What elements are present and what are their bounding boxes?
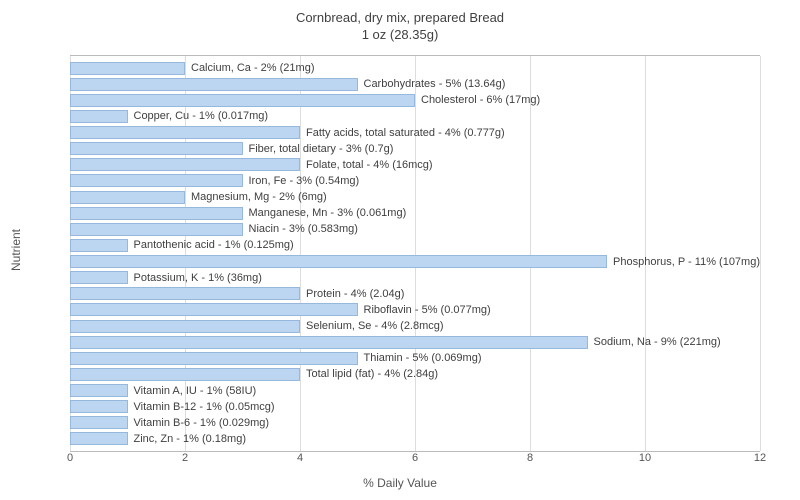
bar — [70, 255, 607, 268]
x-tick-label: 10 — [639, 452, 651, 464]
x-tick-label: 8 — [527, 452, 533, 464]
bar — [70, 336, 588, 349]
bar — [70, 62, 185, 75]
bar-label: Protein - 4% (2.04g) — [306, 288, 404, 300]
bar-label: Phosphorus, P - 11% (107mg) — [613, 256, 760, 268]
plot-area: Calcium, Ca - 2% (21mg) Carbohydrates - 5… — [70, 55, 760, 452]
bar-row: Niacin - 3% (0.583mg) — [70, 222, 760, 236]
gridline — [760, 56, 761, 451]
bar-row: Folate, total - 4% (16mcg) — [70, 158, 760, 172]
x-tick-label: 0 — [67, 452, 73, 464]
bar-row: Phosphorus, P - 11% (107mg) — [70, 255, 760, 269]
bar-row: Zinc, Zn - 1% (0.18mg) — [70, 432, 760, 446]
bar-label: Copper, Cu - 1% (0.017mg) — [134, 110, 269, 122]
bar-row: Manganese, Mn - 3% (0.061mg) — [70, 206, 760, 220]
bar — [70, 239, 128, 252]
nutrition-bar-chart: Cornbread, dry mix, prepared Bread 1 oz … — [0, 0, 800, 500]
bar-row: Fatty acids, total saturated - 4% (0.777… — [70, 126, 760, 140]
bars-container: Calcium, Ca - 2% (21mg) Carbohydrates - 5… — [70, 56, 760, 451]
bar-row: Copper, Cu - 1% (0.017mg) — [70, 109, 760, 123]
chart-title-line1: Cornbread, dry mix, prepared Bread — [0, 10, 800, 27]
bar — [70, 207, 243, 220]
bar — [70, 352, 358, 365]
bar — [70, 303, 358, 316]
bar — [70, 384, 128, 397]
bar — [70, 416, 128, 429]
bar — [70, 158, 300, 171]
x-axis-label: % Daily Value — [363, 476, 437, 490]
x-tick-label: 2 — [182, 452, 188, 464]
bar-label: Calcium, Ca - 2% (21mg) — [191, 62, 314, 74]
bar-label: Thiamin - 5% (0.069mg) — [364, 352, 482, 364]
bar — [70, 432, 128, 445]
bar — [70, 271, 128, 284]
x-tick-label: 4 — [297, 452, 303, 464]
bar-label: Selenium, Se - 4% (2.8mcg) — [306, 320, 444, 332]
bar-row: Iron, Fe - 3% (0.54mg) — [70, 174, 760, 188]
bar — [70, 368, 300, 381]
bar-label: Folate, total - 4% (16mcg) — [306, 159, 433, 171]
bar — [70, 287, 300, 300]
bar — [70, 400, 128, 413]
bar-row: Carbohydrates - 5% (13.64g) — [70, 77, 760, 91]
bar-label: Iron, Fe - 3% (0.54mg) — [249, 175, 360, 187]
bar-row: Potassium, K - 1% (36mg) — [70, 271, 760, 285]
bar-row: Sodium, Na - 9% (221mg) — [70, 335, 760, 349]
bar-label: Carbohydrates - 5% (13.64g) — [364, 78, 506, 90]
bar — [70, 142, 243, 155]
bar-label: Potassium, K - 1% (36mg) — [134, 272, 262, 284]
bar-row: Total lipid (fat) - 4% (2.84g) — [70, 367, 760, 381]
bar-row: Cholesterol - 6% (17mg) — [70, 93, 760, 107]
bar — [70, 78, 358, 91]
bar-row: Selenium, Se - 4% (2.8mcg) — [70, 319, 760, 333]
bar-label: Vitamin B-12 - 1% (0.05mcg) — [134, 401, 275, 413]
bar-label: Manganese, Mn - 3% (0.061mg) — [249, 207, 407, 219]
x-axis-ticks: 024681012 — [70, 452, 760, 472]
x-tick-label: 6 — [412, 452, 418, 464]
bar-row: Thiamin - 5% (0.069mg) — [70, 351, 760, 365]
bar-row: Pantothenic acid - 1% (0.125mg) — [70, 238, 760, 252]
bar — [70, 110, 128, 123]
bar-row: Protein - 4% (2.04g) — [70, 287, 760, 301]
bar-label: Riboflavin - 5% (0.077mg) — [364, 304, 491, 316]
bar-label: Cholesterol - 6% (17mg) — [421, 94, 540, 106]
bar-label: Fiber, total dietary - 3% (0.7g) — [249, 143, 394, 155]
bar-label: Magnesium, Mg - 2% (6mg) — [191, 191, 327, 203]
bar — [70, 126, 300, 139]
bar-row: Magnesium, Mg - 2% (6mg) — [70, 190, 760, 204]
x-tick-label: 12 — [754, 452, 766, 464]
bar-label: Zinc, Zn - 1% (0.18mg) — [134, 433, 246, 445]
bar-label: Total lipid (fat) - 4% (2.84g) — [306, 368, 438, 380]
bar-row: Vitamin B-12 - 1% (0.05mcg) — [70, 400, 760, 414]
bar-label: Niacin - 3% (0.583mg) — [249, 223, 358, 235]
bar-row: Riboflavin - 5% (0.077mg) — [70, 303, 760, 317]
bar-row: Fiber, total dietary - 3% (0.7g) — [70, 142, 760, 156]
chart-titles: Cornbread, dry mix, prepared Bread 1 oz … — [0, 0, 800, 44]
bar-label: Sodium, Na - 9% (221mg) — [594, 336, 721, 348]
bar-row: Vitamin A, IU - 1% (58IU) — [70, 384, 760, 398]
bar-label: Fatty acids, total saturated - 4% (0.777… — [306, 127, 505, 139]
bar — [70, 223, 243, 236]
bar-label: Pantothenic acid - 1% (0.125mg) — [134, 239, 294, 251]
bar-row: Calcium, Ca - 2% (21mg) — [70, 61, 760, 75]
chart-title-line2: 1 oz (28.35g) — [0, 27, 800, 44]
bar — [70, 191, 185, 204]
bar — [70, 174, 243, 187]
bar-row: Vitamin B-6 - 1% (0.029mg) — [70, 416, 760, 430]
bar-label: Vitamin A, IU - 1% (58IU) — [134, 385, 257, 397]
bar — [70, 94, 415, 107]
bar-label: Vitamin B-6 - 1% (0.029mg) — [134, 417, 270, 429]
y-axis-label: Nutrient — [9, 229, 23, 271]
bar — [70, 320, 300, 333]
